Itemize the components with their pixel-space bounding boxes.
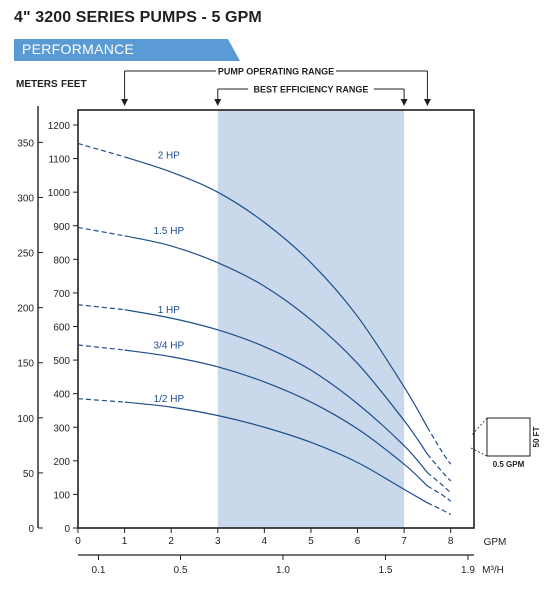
feet-tick-label: 100: [53, 490, 70, 501]
gpm-tick-label: 4: [262, 536, 268, 547]
inset-vertical-label: 50 FT: [532, 426, 541, 447]
plot-frame-layer: [77, 109, 475, 529]
feet-tick-label: 800: [53, 255, 70, 266]
meters-tick-label: 200: [17, 304, 34, 315]
section-banner: [14, 39, 240, 61]
meters-tick-label: 0: [28, 524, 34, 535]
efficiency-band-layer: [217, 110, 405, 528]
feet-tick-label: 400: [53, 390, 70, 401]
feet-tick-label: 600: [53, 323, 70, 334]
pump-operating-range-arrowhead: [423, 99, 431, 106]
feet-tick-label: 900: [53, 222, 70, 233]
series-label: 3/4 HP: [154, 340, 185, 351]
meters-tick-label: 100: [17, 414, 34, 425]
curve-dashed-head: [77, 142, 125, 158]
curve-dashed-tail: [427, 502, 451, 516]
meters-tick-label: 300: [17, 193, 34, 204]
curve-solid: [124, 401, 428, 504]
best-efficiency-band: [217, 110, 405, 528]
pump-operating-range-label: PUMP OPERATING RANGE: [218, 67, 334, 77]
best-efficiency-range-arrowhead: [400, 99, 408, 106]
curve-dashed-tail: [426, 426, 452, 465]
best-efficiency-range-label: BEST EFFICIENCY RANGE: [254, 85, 369, 95]
m3h-tick-label: 1.9: [461, 565, 475, 576]
gpm-tick-label: 7: [401, 536, 407, 547]
m3h-tick-label: 1.0: [276, 565, 290, 576]
feet-tick-label: 1000: [48, 188, 71, 199]
inset-leader-bottom: [470, 447, 488, 457]
feet-tick-label: 500: [53, 356, 70, 367]
gpm-tick-label: 6: [355, 536, 361, 547]
axis-layer: 0100200300400500600700800900100011001200…: [17, 106, 506, 576]
inset-layer: 50 FT 0.5 GPM: [470, 417, 541, 469]
feet-axis-label: FEET: [61, 79, 87, 90]
inset-horizontal-label: 0.5 GPM: [493, 460, 525, 469]
feet-tick-label: 300: [53, 423, 70, 434]
series-label: 1/2 HP: [154, 394, 185, 405]
curve-dashed-head: [77, 304, 125, 311]
feet-tick-label: 1200: [48, 121, 71, 132]
gpm-tick-label: 3: [215, 536, 221, 547]
meters-tick-label: 350: [17, 138, 34, 149]
gpm-tick-label: 2: [168, 536, 174, 547]
inset-scale-box: [486, 417, 531, 457]
curve-layer: 2 HP 1.5 HP 1 HP 3/4 HP 1/2 HP: [77, 142, 452, 516]
curve-dashed-tail: [427, 472, 452, 494]
section-label: PERFORMANCE: [22, 41, 135, 57]
range-annotation-layer: PUMP OPERATING RANGE BEST EFFICIENCY RANG…: [121, 67, 431, 106]
feet-tick-label: 200: [53, 457, 70, 468]
meters-tick-label: 50: [23, 469, 35, 480]
feet-tick-label: 0: [64, 524, 70, 535]
m3h-axis-label: M³/H: [482, 565, 504, 576]
series-label: 1.5 HP: [154, 226, 185, 237]
pump-operating-range-arrowhead: [121, 99, 129, 106]
page-title: 4" 3200 SERIES PUMPS - 5 GPM: [14, 9, 262, 26]
m3h-tick-label: 1.5: [379, 565, 393, 576]
curve-solid: [124, 349, 428, 487]
feet-tick-label: 700: [53, 289, 70, 300]
curve-solid: [124, 309, 428, 473]
curve-dashed-head: [77, 398, 125, 403]
gpm-tick-label: 5: [308, 536, 314, 547]
curve-solid: [124, 235, 428, 455]
gpm-tick-label: 8: [448, 536, 454, 547]
series-label: 2 HP: [158, 151, 181, 162]
m3h-tick-label: 0.1: [92, 565, 106, 576]
m3h-tick-label: 0.5: [174, 565, 188, 576]
best-efficiency-range-arrowhead: [214, 99, 222, 106]
curve-dashed-head: [77, 344, 125, 351]
curve-dashed-tail: [427, 485, 452, 502]
feet-tick-label: 1100: [48, 155, 70, 166]
meters-tick-label: 150: [17, 359, 34, 370]
curve-dashed-head: [77, 226, 125, 237]
meters-axis-label: METERS: [16, 79, 58, 90]
series-label: 1 HP: [158, 305, 181, 316]
section-banner-shape: [14, 39, 240, 61]
curve-dashed-tail: [426, 453, 452, 482]
gpm-tick-label: 0: [75, 536, 81, 547]
inset-leader-top: [470, 417, 488, 437]
gpm-tick-label: 1: [122, 536, 128, 547]
curve-solid: [124, 156, 428, 428]
meters-tick-label: 250: [17, 249, 34, 260]
plot-frame: [77, 109, 475, 529]
gpm-axis-label: GPM: [484, 537, 507, 548]
